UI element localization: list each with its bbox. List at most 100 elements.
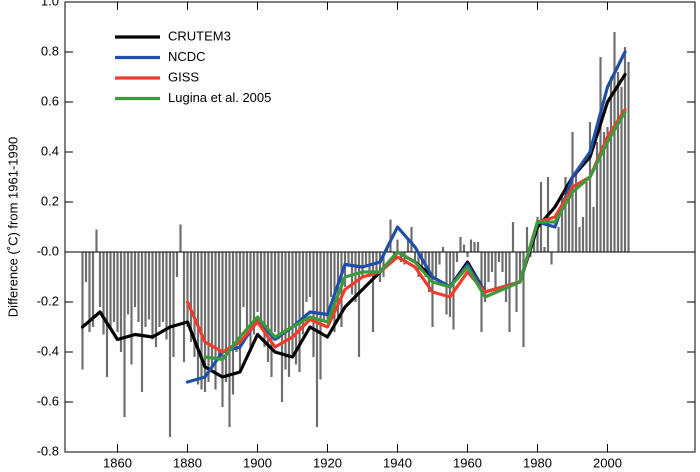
bar — [102, 252, 105, 335]
bar — [210, 252, 214, 367]
bar — [473, 242, 476, 252]
series-line — [185, 50, 627, 384]
x-tick-label: 1980 — [523, 455, 552, 470]
bar — [441, 247, 445, 252]
bar — [165, 252, 168, 340]
bar — [266, 252, 270, 362]
bar — [536, 217, 539, 252]
bar — [154, 252, 158, 347]
bar — [305, 252, 308, 302]
bar — [245, 252, 249, 337]
bar — [399, 252, 403, 262]
bar — [459, 237, 462, 252]
bar — [161, 252, 165, 322]
bar — [539, 182, 543, 252]
bar — [182, 252, 186, 362]
bar — [231, 252, 235, 395]
bar — [497, 252, 501, 262]
bar — [371, 252, 375, 332]
bar — [350, 252, 354, 295]
bar — [550, 252, 553, 265]
y-tick-label: 0.8 — [41, 43, 59, 58]
bar — [315, 252, 319, 427]
bar — [511, 222, 515, 252]
x-tick-label: 1860 — [103, 455, 132, 470]
y-tick-label: -0.0 — [37, 243, 59, 258]
bar — [581, 217, 585, 252]
bar — [158, 252, 161, 327]
y-tick-label: 0.2 — [41, 193, 59, 208]
bar — [308, 252, 312, 297]
y-axis-label: Difference (˚C) from 1961-1990 — [5, 137, 20, 317]
bar — [595, 142, 599, 252]
bar — [126, 252, 130, 315]
bar — [259, 252, 263, 327]
bar — [434, 252, 438, 277]
series-line — [203, 110, 627, 362]
bar — [270, 252, 273, 377]
legend-label: GISS — [168, 69, 199, 84]
bar — [567, 189, 571, 252]
bar — [560, 197, 564, 252]
y-tick-label: -0.6 — [37, 393, 59, 408]
bar — [592, 207, 595, 252]
y-tick-label: -0.8 — [37, 443, 59, 458]
bar — [221, 252, 224, 407]
bar — [273, 252, 277, 332]
bar — [193, 252, 196, 357]
bar — [606, 127, 609, 252]
bar — [469, 239, 473, 252]
bar — [455, 252, 459, 262]
bar — [613, 32, 616, 252]
bar — [116, 252, 119, 332]
bar — [252, 252, 256, 335]
bar — [196, 252, 200, 385]
bar — [585, 182, 588, 252]
y-tick-label: -0.2 — [37, 293, 59, 308]
bar — [588, 122, 592, 252]
bar — [354, 252, 357, 302]
bar — [525, 227, 529, 252]
bar — [578, 227, 581, 252]
bar — [410, 227, 413, 252]
bar — [189, 252, 193, 342]
bar — [186, 252, 189, 327]
bar — [238, 252, 242, 372]
x-tick-label: 1880 — [173, 455, 202, 470]
bar — [508, 252, 511, 332]
bar — [466, 252, 469, 257]
bar — [343, 252, 347, 287]
bar — [396, 239, 399, 252]
bar — [518, 252, 522, 282]
bar — [228, 252, 231, 427]
x-tick-label: 1940 — [383, 455, 412, 470]
bar — [389, 219, 392, 252]
bar — [151, 252, 154, 340]
bar — [109, 252, 112, 330]
bar — [627, 62, 630, 252]
bar — [476, 242, 480, 252]
bar — [91, 252, 95, 327]
bar — [214, 252, 217, 390]
bar — [200, 252, 203, 390]
bar — [620, 87, 623, 252]
bar — [294, 252, 298, 365]
bar — [501, 252, 504, 272]
y-tick-label: -0.4 — [37, 343, 59, 358]
x-tick-label: 1960 — [453, 455, 482, 470]
bar — [175, 252, 179, 277]
bar — [438, 252, 441, 265]
bar — [217, 252, 221, 360]
bar — [179, 224, 182, 252]
y-tick-label: 0.6 — [41, 93, 59, 108]
series-line — [185, 107, 627, 354]
bar — [564, 177, 567, 252]
x-tick-label: 2000 — [593, 455, 622, 470]
bar — [322, 252, 326, 322]
bar — [616, 72, 620, 252]
bar — [462, 244, 466, 252]
x-tick-label: 1920 — [313, 455, 342, 470]
bar — [137, 252, 140, 322]
bar — [119, 252, 123, 352]
bar — [263, 252, 266, 347]
